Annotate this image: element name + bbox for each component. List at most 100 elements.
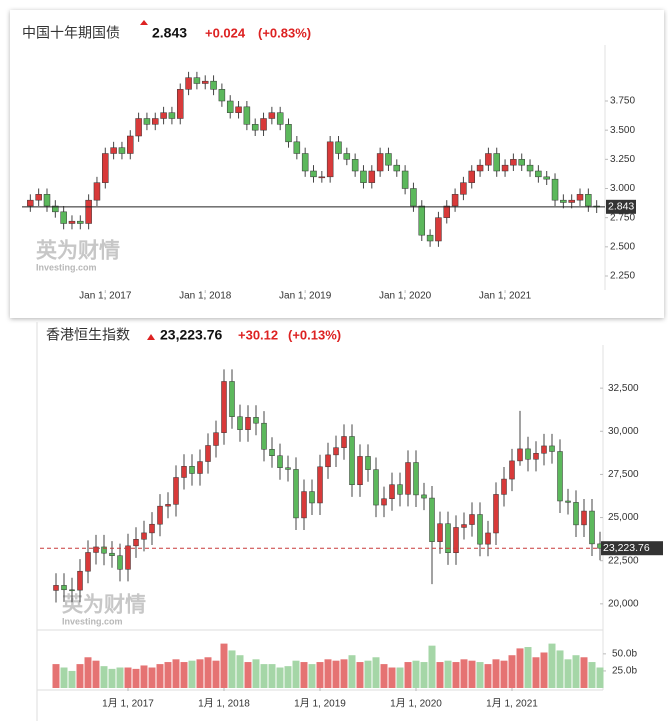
volume-bar bbox=[324, 659, 332, 688]
candle-body bbox=[376, 153, 384, 172]
candle-body bbox=[461, 524, 467, 528]
volume-bar bbox=[596, 667, 604, 688]
volume-bar bbox=[108, 668, 116, 688]
candle-body bbox=[60, 211, 67, 224]
candle-body bbox=[468, 170, 475, 183]
candle-body bbox=[493, 153, 500, 172]
volume-bar bbox=[492, 659, 500, 688]
y-tick-label: 20,000 bbox=[608, 598, 639, 609]
volume-bar bbox=[340, 659, 348, 688]
volume-bar bbox=[524, 647, 532, 688]
candle-body bbox=[325, 454, 331, 468]
change-pct: (+0.13%) bbox=[288, 327, 341, 342]
candle-body bbox=[310, 170, 317, 178]
volume-bar bbox=[388, 667, 396, 688]
candle-body bbox=[589, 510, 595, 545]
x-tick-label: 1月 1, 2020 bbox=[390, 698, 442, 710]
volume-bar bbox=[436, 662, 444, 688]
candle-body bbox=[557, 451, 563, 502]
candle-body bbox=[118, 147, 126, 154]
volume-bar bbox=[52, 664, 60, 688]
volume-bar bbox=[460, 659, 468, 688]
volume-bar bbox=[172, 659, 180, 688]
volume-bar bbox=[468, 660, 476, 688]
candle-body bbox=[53, 585, 59, 591]
candle-body bbox=[385, 153, 392, 166]
x-tick-label: Jan 1, 2018 bbox=[179, 291, 232, 302]
volume-bar bbox=[148, 667, 156, 688]
candle-body bbox=[341, 436, 347, 448]
x-tick-label: Jan 1, 2020 bbox=[379, 291, 432, 302]
candle-body bbox=[245, 417, 251, 430]
volume-bar bbox=[444, 660, 452, 688]
candle-body bbox=[421, 494, 427, 499]
candle-body bbox=[476, 164, 484, 172]
candle-body bbox=[426, 234, 434, 242]
y-tick-label: 2.250 bbox=[610, 271, 635, 282]
y-tick-label: 3.250 bbox=[610, 154, 635, 165]
candle-body bbox=[435, 217, 442, 242]
volume-bar bbox=[348, 655, 356, 688]
candle-body bbox=[551, 178, 559, 201]
candle-body bbox=[393, 164, 401, 172]
y-tick-label: 3.000 bbox=[610, 183, 635, 194]
volume-bar bbox=[476, 662, 484, 688]
volume-bar bbox=[284, 666, 292, 688]
y-tick-label: 2.750 bbox=[610, 212, 635, 223]
candle-body bbox=[493, 494, 499, 534]
volume-bar bbox=[76, 664, 84, 688]
candle-body bbox=[351, 159, 359, 172]
volume-bar bbox=[316, 662, 324, 688]
last-price-label: 23,223.76 bbox=[603, 542, 650, 554]
title: 中国十年期国债 bbox=[22, 25, 120, 41]
candle-body bbox=[477, 514, 483, 545]
volume-bar bbox=[556, 650, 564, 688]
change-pct: (+0.83%) bbox=[258, 25, 311, 40]
candle-body bbox=[326, 141, 334, 178]
candle-body bbox=[135, 118, 142, 137]
candle-body bbox=[285, 124, 292, 143]
candle-body bbox=[93, 546, 99, 553]
candle-body bbox=[397, 484, 403, 495]
candle-body bbox=[43, 194, 51, 207]
candle-body bbox=[157, 505, 163, 525]
candle-body bbox=[485, 153, 492, 166]
y-tick-label: 30,000 bbox=[608, 426, 639, 437]
candle-body bbox=[510, 159, 517, 166]
x-tick-label: 1月 1, 2021 bbox=[486, 698, 538, 710]
candle-body bbox=[235, 106, 242, 113]
volume-bar bbox=[580, 657, 588, 688]
volume-bar bbox=[412, 660, 420, 688]
volume-bar bbox=[252, 659, 260, 688]
candle-body bbox=[143, 118, 151, 125]
x-tick-label: 1月 1, 2018 bbox=[198, 698, 250, 710]
y-tick-label: 27,500 bbox=[608, 469, 639, 480]
candle-body bbox=[160, 112, 167, 119]
candle-body bbox=[535, 170, 542, 178]
candle-body bbox=[543, 176, 550, 180]
watermark-sub: Investing.com bbox=[62, 616, 123, 626]
x-tick-label: Jan 1, 2019 bbox=[279, 291, 332, 302]
candle-body bbox=[301, 491, 307, 519]
x-tick-label: Jan 1, 2021 bbox=[479, 291, 532, 302]
y-tick-label: 3.750 bbox=[610, 96, 635, 107]
volume-bar bbox=[572, 655, 580, 688]
volume-bar bbox=[276, 667, 284, 688]
y-tick-label: 25,000 bbox=[608, 512, 639, 523]
candle-body bbox=[533, 453, 539, 460]
candle-body bbox=[565, 500, 571, 503]
candle-body bbox=[501, 478, 507, 495]
y-tick-label: 2.500 bbox=[610, 241, 635, 252]
candle-body bbox=[437, 523, 443, 542]
volume-bar bbox=[364, 660, 372, 688]
candle-body bbox=[109, 552, 115, 556]
candle-body bbox=[509, 460, 515, 480]
candle-body bbox=[460, 182, 467, 195]
volume-bar bbox=[132, 668, 140, 688]
volume-bar bbox=[484, 664, 492, 688]
candle-body bbox=[335, 141, 342, 154]
candle-body bbox=[251, 124, 259, 131]
candle-body bbox=[127, 135, 134, 154]
candle-body bbox=[168, 112, 176, 119]
